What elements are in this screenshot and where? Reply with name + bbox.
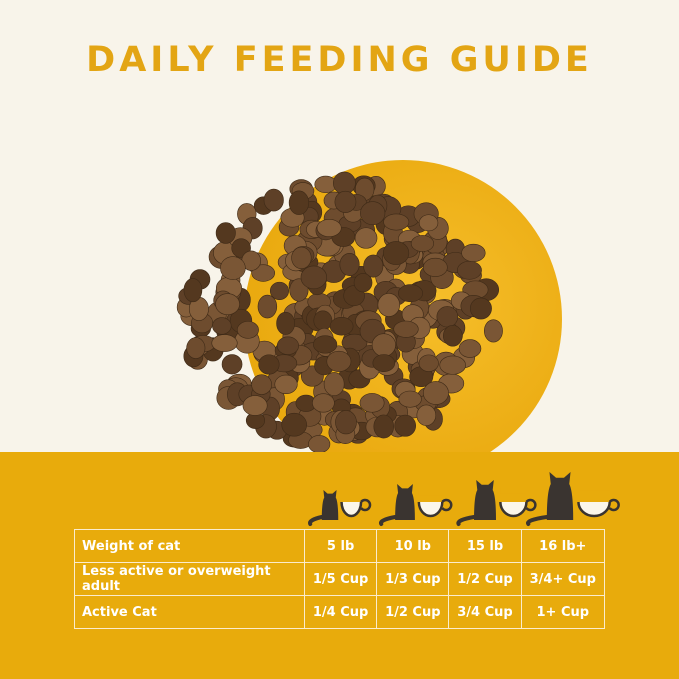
kibble: [439, 355, 466, 375]
cup-icon: [500, 502, 527, 517]
kibble: [288, 190, 310, 215]
kibble: [312, 393, 335, 413]
kibble: [313, 335, 338, 354]
kibble: [394, 414, 416, 437]
kibble: [398, 284, 423, 303]
kibble: [373, 414, 394, 439]
kibble: [416, 404, 437, 426]
kibble: [186, 337, 206, 359]
kibble: [326, 350, 352, 372]
cell: 15 lb: [448, 529, 522, 563]
kibble: [215, 222, 236, 244]
cat-icon: [321, 490, 339, 520]
kibble: [461, 243, 486, 263]
cat-icon: [474, 480, 496, 520]
kibble: [242, 395, 268, 416]
cell: 3/4 Cup: [448, 595, 522, 629]
kibble: [353, 273, 373, 293]
kibble: [422, 381, 449, 405]
kibble: [257, 294, 278, 319]
feeding-table: Weight of cat 5 lb 10 lb 15 lb 16 lb+ Le…: [74, 529, 606, 629]
cat-icon: [395, 484, 415, 520]
kibble: [269, 281, 290, 301]
cell: 3/4+ Cup: [520, 562, 606, 596]
kibble: [335, 410, 357, 435]
kibble: [236, 321, 259, 339]
cell: 16 lb+: [520, 529, 606, 563]
kibble: [442, 325, 463, 347]
kibble: [360, 201, 386, 226]
cell: 1/5 Cup: [303, 562, 378, 596]
cat-tail-icon: [456, 515, 476, 526]
kibble: [251, 264, 276, 282]
kibble: [382, 241, 410, 265]
kibble: [291, 246, 312, 270]
cup-icon: [578, 502, 610, 516]
cell: 1/3 Cup: [376, 562, 450, 596]
kibble: [410, 235, 435, 252]
kibble: [398, 390, 422, 408]
kibble: [484, 319, 503, 343]
kibble: [363, 254, 384, 278]
kibble: [418, 354, 439, 372]
cat-cup-icon-1: [308, 488, 372, 526]
cell: 1+ Cup: [520, 595, 606, 629]
table-row: Weight of cat 5 lb 10 lb 15 lb 16 lb+: [74, 529, 606, 563]
row-label: Less active or overweight adult: [74, 562, 305, 596]
cell: 5 lb: [303, 529, 378, 563]
kibble: [211, 334, 238, 352]
cat-icon: [546, 472, 574, 520]
row-label: Weight of cat: [74, 529, 305, 563]
cat-cup-icon-2: [379, 484, 453, 526]
kibble: [251, 374, 273, 395]
kibble: [418, 214, 439, 232]
kibble: [263, 188, 284, 212]
kibble: [334, 190, 357, 213]
kibble: [316, 219, 342, 237]
kibble: [220, 256, 246, 280]
kibble: [329, 317, 354, 336]
kibble: [377, 293, 401, 317]
kibble: [458, 339, 482, 358]
cell: 1/2 Cup: [448, 562, 522, 596]
kibble: [469, 297, 492, 320]
kibble: [372, 354, 396, 372]
kibble: [359, 393, 385, 413]
kibble: [383, 213, 410, 231]
kibble: [393, 320, 419, 338]
row-label: Active Cat: [74, 595, 305, 629]
kibble: [323, 372, 345, 397]
kibble: [276, 311, 295, 335]
kibble: [274, 374, 298, 395]
kibble: [300, 265, 327, 290]
cell: 1/2 Cup: [376, 595, 450, 629]
kibble: [422, 257, 448, 277]
table-row: Active Cat 1/4 Cup 1/2 Cup 3/4 Cup 1+ Cu…: [74, 595, 606, 629]
cat-cup-icon-3: [456, 480, 537, 526]
kibble: [212, 317, 232, 335]
kibble: [281, 412, 307, 437]
kibble: [183, 278, 203, 303]
kibble: [258, 354, 280, 375]
kibble: [339, 253, 360, 276]
kibble: [276, 336, 299, 355]
kibble: [221, 354, 243, 375]
page-title: DAILY FEEDING GUIDE: [86, 40, 593, 80]
cat-cup-icon-4: [526, 472, 620, 526]
cup-icon: [418, 502, 443, 516]
cat-tail-icon: [526, 515, 549, 526]
kibble: [215, 293, 240, 316]
table-row: Less active or overweight adult 1/5 Cup …: [74, 562, 606, 596]
cell: 10 lb: [376, 529, 450, 563]
cell: 1/4 Cup: [303, 595, 378, 629]
cat-tail-icon: [308, 515, 324, 526]
cat-tail-icon: [379, 515, 398, 526]
